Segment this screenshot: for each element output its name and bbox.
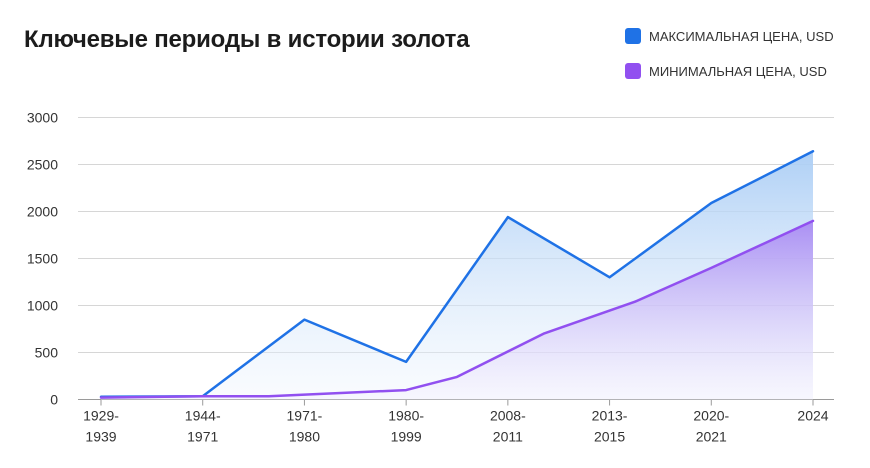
area-fill-min [101, 220, 813, 400]
y-tick-label: 500 [35, 345, 59, 361]
series-line-max [99, 150, 815, 398]
x-tick-label: 2008-2011 [490, 408, 526, 445]
legend-swatch-min [625, 63, 641, 79]
legend-label-max: МАКСИМАЛЬНАЯ ЦЕНА, USD [649, 28, 834, 44]
x-tick-label: 1929-1939 [83, 408, 119, 445]
x-tick-label: 2024 [797, 408, 828, 424]
y-tick-label: 2000 [27, 204, 58, 220]
y-tick-label: 0 [50, 392, 58, 408]
legend-label-min: МИНИМАЛЬНАЯ ЦЕНА, USD [649, 63, 827, 79]
y-tick-label: 1500 [27, 251, 58, 267]
y-tick-label: 1000 [27, 298, 58, 314]
x-tick-label: 1971-1980 [287, 408, 323, 445]
legend-item-min[interactable]: МИНИМАЛЬНАЯ ЦЕНА, USD [625, 61, 834, 81]
area-fills [101, 151, 813, 400]
legend-item-max[interactable]: МАКСИМАЛЬНАЯ ЦЕНА, USD [625, 26, 834, 46]
chart-title: Ключевые периоды в истории золота [24, 26, 470, 53]
x-tick-label: 1980-1999 [388, 408, 424, 445]
series-lines [99, 150, 815, 399]
x-tick-label: 2020-2021 [693, 408, 729, 445]
legend: МАКСИМАЛЬНАЯ ЦЕНА, USD МИНИМАЛЬНАЯ ЦЕНА,… [625, 26, 834, 96]
axis-labels: 0 500 1000 1500 2000 2500 3000 1929-1939 1944-19… [27, 110, 829, 445]
x-tick-label: 2013-2015 [592, 408, 628, 445]
x-tick-label: 1944-1971 [185, 408, 221, 445]
legend-swatch-max [625, 28, 641, 44]
series-line-min [99, 219, 815, 399]
y-tick-label: 2500 [27, 157, 58, 173]
y-tick-label: 3000 [27, 110, 58, 126]
